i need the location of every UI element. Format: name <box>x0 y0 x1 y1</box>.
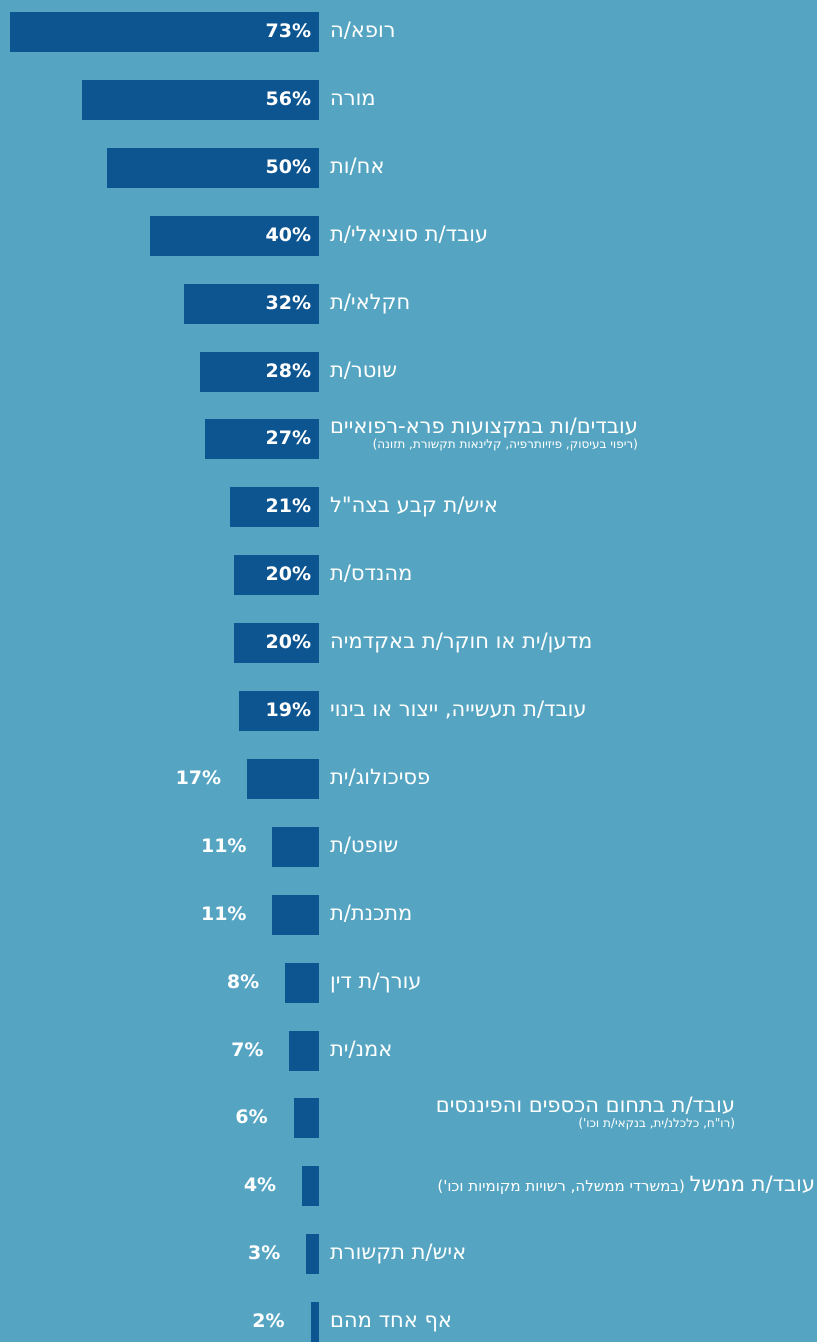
bar-category-label: אף אחד מהם <box>330 1309 452 1332</box>
bar-category-label: מתכנת/ת <box>330 900 413 925</box>
bar <box>10 12 319 52</box>
bar-value-label: 73% <box>265 20 311 42</box>
category-label-text: מתכנת/ת <box>330 900 413 925</box>
bar-value-label: 20% <box>265 631 311 654</box>
bar-category-label: רופא/ה <box>330 18 396 42</box>
bar-category-label: עובד/ת תעשייה, ייצור או בינוי <box>330 697 587 721</box>
category-label-text: עובד/ת סוציאלי/ת <box>330 221 489 246</box>
bar <box>302 1166 319 1207</box>
bar-category-label: עורך/ת דין <box>330 968 422 993</box>
category-label-text: עובד/ת תעשייה, ייצור או בינוי <box>330 697 587 721</box>
category-sublabel: (במשרדי ממשלה, רשויות מקומיות וכו') <box>437 1177 690 1196</box>
bar-value-label: 3% <box>248 1242 281 1265</box>
bar-category-label: עובד/ת ממשל (במשרדי ממשלה, רשויות מקומיו… <box>437 1173 815 1196</box>
bar <box>306 1234 319 1275</box>
bar-value-label: 32% <box>265 291 311 314</box>
category-label-text: עובדים/ות במקצועות פרא-רפואיים <box>330 414 638 439</box>
bar-category-label: עובדים/ות במקצועות פרא-רפואיים (ריפוי בעי… <box>330 415 638 451</box>
bar-category-label: מורה <box>330 85 376 110</box>
bar-category-label: אמנ/ית <box>330 1036 393 1061</box>
bar <box>200 351 319 392</box>
bar-category-label: מהנדס/ת <box>330 562 412 585</box>
category-label-text: אף אחד מהם <box>330 1308 452 1333</box>
bar <box>183 283 319 324</box>
category-label-text: חקלאי/ת <box>330 289 411 314</box>
category-label-text: שוטר/ת <box>330 357 397 382</box>
category-label-text: פסיכולוג/ית <box>330 764 431 789</box>
bar-category-label: אח/ות <box>330 153 385 178</box>
bar-value-label: 7% <box>231 1038 264 1061</box>
bar-value-label: 27% <box>265 427 311 450</box>
bar-value-label: 8% <box>226 970 260 993</box>
bar <box>234 623 319 664</box>
bar <box>289 1030 319 1071</box>
bar-value-label: 56% <box>265 87 311 110</box>
bar-value-label: 20% <box>265 563 311 586</box>
bar-category-label: מדען/ית או חוקר/ת באקדמיה <box>330 630 592 653</box>
bar-value-label: 4% <box>243 1174 277 1197</box>
bar-value-label: 2% <box>252 1310 285 1333</box>
bar-value-label: 50% <box>265 155 311 178</box>
bar-value-label: 28% <box>265 359 311 382</box>
bar <box>247 758 319 799</box>
bar-category-label: שופט/ת <box>330 832 399 857</box>
bar-value-label: 11% <box>200 834 247 857</box>
category-label-text: מדען/ית או חוקר/ת באקדמיה <box>330 629 593 654</box>
bar <box>285 962 319 1003</box>
bar-category-label: חקלאי/ת <box>330 289 411 314</box>
bar <box>272 894 319 935</box>
bar <box>272 826 319 867</box>
bar <box>204 419 319 460</box>
category-label-text: אח/ות <box>330 153 385 178</box>
bar <box>293 1098 319 1139</box>
bar-value-label: 6% <box>235 1106 268 1129</box>
bar-value-label: 19% <box>265 699 311 721</box>
bar-value-label: 11% <box>200 902 247 925</box>
category-label-text: רופא/ה <box>330 18 396 42</box>
bar-value-label: 21% <box>265 495 311 518</box>
bar <box>310 1302 319 1342</box>
bar-category-label: עובד/ת בתחום הכספים והפיננסים (רו"ח, כלכל… <box>436 1094 735 1130</box>
bar <box>81 79 319 120</box>
bar-value-label: 40% <box>265 223 311 246</box>
category-sublabel: (רו"ח, כלכלנ/ית, בנקאי/ת וכו') <box>578 1116 735 1131</box>
bar-category-label: פסיכולוג/ית <box>330 764 431 789</box>
category-label-text: עובד/ת ממשל <box>689 1172 815 1197</box>
bar <box>107 147 319 188</box>
category-label-text: עורך/ת דין <box>330 968 422 993</box>
bar <box>149 215 319 256</box>
category-label-text: עובד/ת בתחום הכספים והפיננסים <box>435 1093 735 1118</box>
category-label-text: שופט/ת <box>330 832 399 857</box>
category-label-text: מורה <box>330 85 376 110</box>
bar-category-label: איש/ת קבע בצה"ל <box>330 494 498 517</box>
bar-category-label: איש/ת תקשורת <box>330 1241 466 1264</box>
category-sublabel: (ריפוי בעיסוק, פיזיותרפיה, קלינאות תקשור… <box>372 437 638 452</box>
category-label-text: אמנ/ית <box>330 1036 393 1061</box>
bar-category-label: עובד/ת סוציאלי/ת <box>330 221 489 246</box>
bar <box>238 691 319 731</box>
bar <box>234 555 319 596</box>
category-label-text: איש/ת קבע בצה"ל <box>330 493 498 518</box>
category-label-text: מהנדס/ת <box>330 561 413 586</box>
bar-value-label: 17% <box>175 766 222 789</box>
category-label-text: איש/ת תקשורת <box>330 1240 467 1265</box>
bar <box>230 487 319 528</box>
bar-category-label: שוטר/ת <box>330 357 397 382</box>
